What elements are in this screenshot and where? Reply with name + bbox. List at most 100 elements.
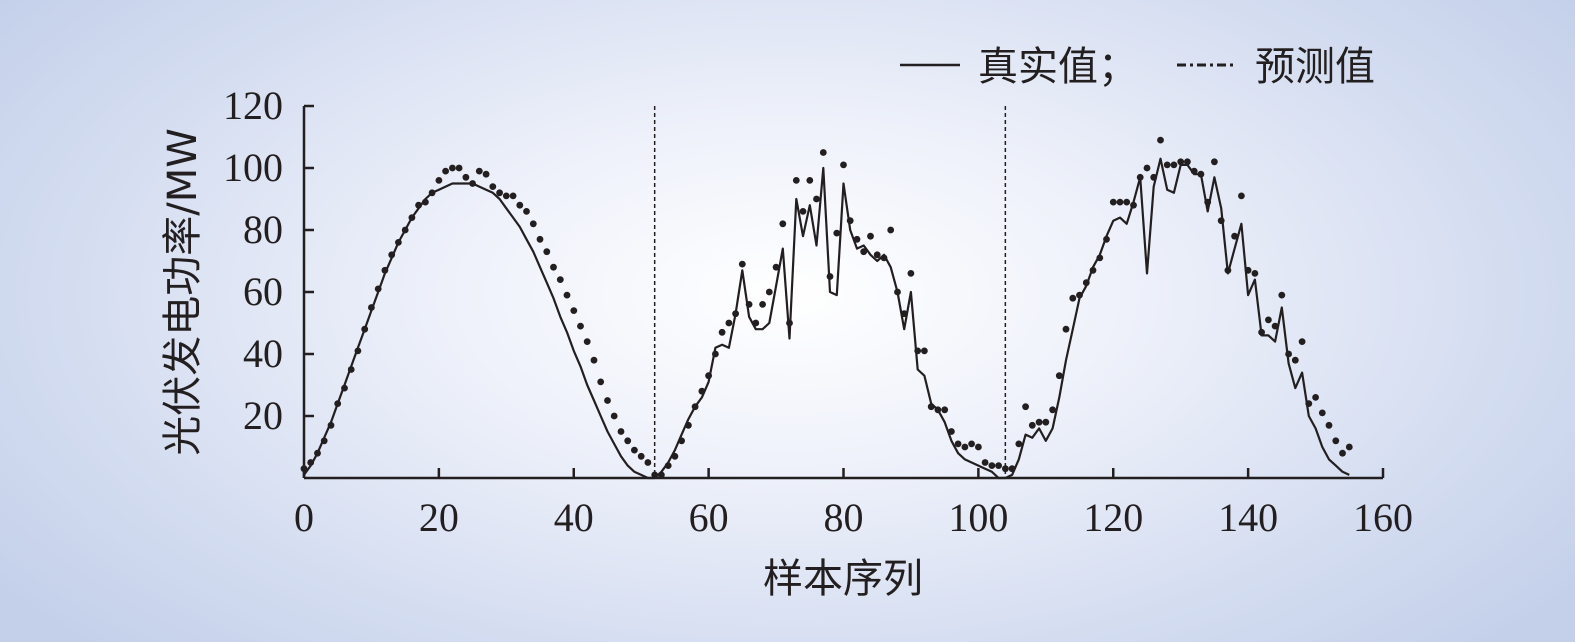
ticks: 0 20 40 60 80 100 120 140 160 20 40 60 80 100 120 <box>223 83 1413 540</box>
predicted-point-70 <box>772 263 780 271</box>
predicted-point-130 <box>1177 158 1185 166</box>
predicted-point-143 <box>1265 316 1272 324</box>
predicted-point-47 <box>617 428 625 435</box>
predicted-point-139 <box>1238 192 1245 200</box>
predicted-point-39 <box>563 291 571 299</box>
predicted-point-54 <box>664 462 672 469</box>
predicted-point-64 <box>732 310 739 318</box>
y-tick-label-4: 100 <box>223 145 283 190</box>
predicted-point-140 <box>1244 266 1252 274</box>
predicted-point-93 <box>927 403 935 411</box>
predicted-point-16 <box>408 214 416 222</box>
predicted-point-6 <box>341 384 348 392</box>
predicted-point-116 <box>1082 279 1090 287</box>
predicted-point-38 <box>556 276 564 283</box>
predicted-point-25 <box>469 180 476 187</box>
predicted-point-14 <box>395 239 402 246</box>
predicted-point-110 <box>1042 418 1050 426</box>
predicted-point-126 <box>1150 173 1158 181</box>
predicted-point-22 <box>449 164 456 172</box>
predicted-point-95 <box>941 406 949 414</box>
predicted-point-146 <box>1285 350 1292 358</box>
predicted-point-138 <box>1231 232 1238 240</box>
x-axis-label: 样本序列 <box>763 556 923 602</box>
predicted-point-101 <box>981 459 989 466</box>
predicted-point-71 <box>779 220 787 228</box>
predicted-point-56 <box>678 437 685 445</box>
predicted-point-148 <box>1298 338 1306 345</box>
predicted-point-98 <box>961 443 969 451</box>
predicted-point-96 <box>948 428 955 435</box>
predicted-point-89 <box>900 310 908 318</box>
predicted-point-131 <box>1184 158 1191 166</box>
predicted-point-97 <box>954 440 962 448</box>
predicted-point-63 <box>725 319 733 327</box>
predicted-point-155 <box>1345 443 1353 451</box>
predicted-point-42 <box>583 338 591 345</box>
predicted-point-51 <box>644 459 652 466</box>
predicted-point-118 <box>1096 254 1104 262</box>
predicted-point-100 <box>975 443 982 451</box>
predicted-point-20 <box>435 177 443 184</box>
predicted-point-30 <box>502 192 510 200</box>
predicted-point-78 <box>826 273 834 280</box>
predicted-point-125 <box>1143 164 1151 172</box>
predicted-point-129 <box>1170 161 1178 169</box>
predicted-point-73 <box>792 177 800 184</box>
predicted-point-8 <box>354 347 362 355</box>
predicted-point-86 <box>880 254 888 262</box>
predicted-point-57 <box>685 421 692 429</box>
predicted-point-113 <box>1062 325 1070 333</box>
predicted-point-133 <box>1197 170 1205 178</box>
predicted-point-66 <box>745 301 753 308</box>
x-tick-label-8: 160 <box>1353 495 1413 540</box>
predicted-point-154 <box>1339 449 1346 457</box>
predicted-point-76 <box>813 195 820 203</box>
x-tick-label-4: 80 <box>824 495 864 540</box>
predicted-point-61 <box>712 350 719 358</box>
predicted-point-34 <box>529 220 537 228</box>
predicted-point-92 <box>921 347 928 355</box>
predicted-point-5 <box>334 400 342 407</box>
predicted-point-58 <box>691 403 699 411</box>
predicted-point-29 <box>496 189 503 197</box>
predicted-point-19 <box>428 189 436 197</box>
predicted-point-80 <box>840 161 847 169</box>
predicted-point-99 <box>968 440 975 448</box>
predicted-point-27 <box>482 170 490 178</box>
predicted-point-102 <box>988 462 996 469</box>
predicted-point-128 <box>1163 161 1171 169</box>
predicted-point-91 <box>914 347 922 355</box>
predicted-point-17 <box>415 201 422 209</box>
predicted-point-112 <box>1055 372 1063 380</box>
x-tick-label-2: 40 <box>554 495 594 540</box>
predicted-point-67 <box>752 319 760 327</box>
predicted-point-142 <box>1258 328 1265 336</box>
predicted-point-136 <box>1217 217 1225 225</box>
predicted-point-74 <box>799 208 807 215</box>
predicted-point-28 <box>489 183 497 191</box>
plot-area <box>300 106 1353 480</box>
predicted-point-31 <box>509 192 517 200</box>
predicted-point-36 <box>543 248 551 256</box>
predicted-point-3 <box>320 437 328 445</box>
predicted-point-15 <box>401 226 409 234</box>
y-tick-label-3: 80 <box>243 207 283 252</box>
predicted-point-94 <box>934 406 942 414</box>
predicted-point-46 <box>610 412 618 420</box>
predicted-point-69 <box>765 288 773 296</box>
predicted-point-60 <box>705 372 712 380</box>
predicted-point-114 <box>1069 294 1077 302</box>
predicted-point-12 <box>381 266 389 274</box>
legend: 真实值； 预测值 <box>900 44 1375 90</box>
predicted-point-107 <box>1022 403 1029 411</box>
predicted-point-145 <box>1278 291 1286 299</box>
predicted-point-35 <box>536 235 544 243</box>
predicted-point-11 <box>374 285 382 293</box>
predicted-point-2 <box>314 449 321 457</box>
predicted-point-1 <box>307 459 315 466</box>
x-tick-label-7: 140 <box>1218 495 1278 540</box>
x-tick-label-1: 20 <box>419 495 459 540</box>
predicted-point-81 <box>846 217 854 225</box>
predicted-point-52 <box>651 471 659 479</box>
